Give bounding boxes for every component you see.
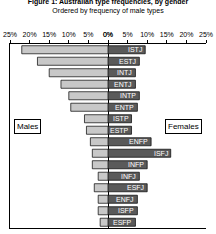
svg-text:15%: 15% bbox=[160, 31, 174, 38]
svg-text:ISTP: ISTP bbox=[113, 115, 129, 122]
svg-text:Females: Females bbox=[168, 122, 199, 131]
svg-text:5%: 5% bbox=[123, 31, 133, 38]
svg-text:ISFP: ISFP bbox=[118, 207, 134, 214]
svg-text:INTP: INTP bbox=[120, 92, 136, 99]
svg-text:ENTP: ENTP bbox=[115, 104, 134, 111]
svg-text:ESFJ: ESFJ bbox=[127, 184, 144, 191]
svg-text:ENFJ: ENFJ bbox=[116, 196, 134, 203]
svg-text:Males: Males bbox=[17, 122, 38, 131]
svg-text:ENFP: ENFP bbox=[129, 138, 148, 145]
svg-text:ESFP: ESFP bbox=[113, 219, 132, 226]
svg-text:20%: 20% bbox=[179, 31, 193, 38]
svg-text:ESTJ: ESTJ bbox=[119, 58, 136, 65]
svg-text:15%: 15% bbox=[42, 31, 56, 38]
svg-text:0%: 0% bbox=[103, 31, 113, 38]
svg-text:25%: 25% bbox=[199, 31, 213, 38]
svg-text:Figure 1: Australian type freq: Figure 1: Australian type frequencies, b… bbox=[28, 0, 189, 15]
svg-text:ISTJ: ISTJ bbox=[128, 46, 142, 53]
svg-text:ESTP: ESTP bbox=[110, 127, 129, 134]
svg-text:INFJ: INFJ bbox=[121, 173, 136, 180]
svg-text:INTJ: INTJ bbox=[117, 69, 132, 76]
svg-text:25%: 25% bbox=[3, 31, 17, 38]
svg-text:ISFJ: ISFJ bbox=[154, 150, 168, 157]
svg-text:5%: 5% bbox=[83, 31, 93, 38]
svg-text:0%: 0% bbox=[103, 31, 113, 38]
svg-text:INFP: INFP bbox=[128, 161, 144, 168]
svg-text:20%: 20% bbox=[23, 31, 37, 38]
svg-text:10%: 10% bbox=[140, 31, 154, 38]
svg-text:ENTJ: ENTJ bbox=[114, 81, 132, 88]
svg-text:10%: 10% bbox=[62, 31, 76, 38]
